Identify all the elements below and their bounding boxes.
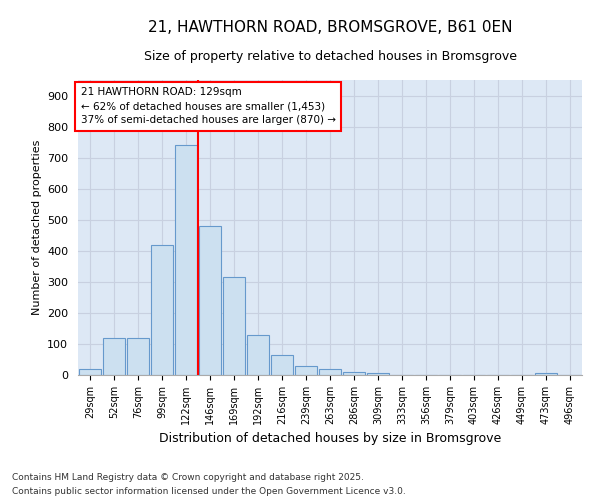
- Bar: [175, 145, 197, 375]
- Text: 21 HAWTHORN ROAD: 129sqm
← 62% of detached houses are smaller (1,453)
37% of sem: 21 HAWTHORN ROAD: 129sqm ← 62% of detach…: [80, 88, 335, 126]
- X-axis label: Distribution of detached houses by size in Bromsgrove: Distribution of detached houses by size …: [159, 432, 501, 446]
- Y-axis label: Number of detached properties: Number of detached properties: [32, 140, 41, 315]
- Bar: [343, 372, 365, 375]
- Bar: [127, 338, 149, 375]
- Text: Contains HM Land Registry data © Crown copyright and database right 2025.: Contains HM Land Registry data © Crown c…: [12, 472, 364, 482]
- Bar: [319, 369, 341, 375]
- Text: Size of property relative to detached houses in Bromsgrove: Size of property relative to detached ho…: [143, 50, 517, 63]
- Bar: [271, 355, 293, 375]
- Text: 21, HAWTHORN ROAD, BROMSGROVE, B61 0EN: 21, HAWTHORN ROAD, BROMSGROVE, B61 0EN: [148, 20, 512, 35]
- Text: Contains public sector information licensed under the Open Government Licence v3: Contains public sector information licen…: [12, 488, 406, 496]
- Bar: [295, 366, 317, 375]
- Bar: [199, 226, 221, 375]
- Bar: [223, 277, 245, 375]
- Bar: [103, 338, 125, 375]
- Bar: [535, 372, 557, 375]
- Bar: [79, 369, 101, 375]
- Bar: [151, 244, 173, 375]
- Bar: [247, 334, 269, 375]
- Bar: [367, 372, 389, 375]
